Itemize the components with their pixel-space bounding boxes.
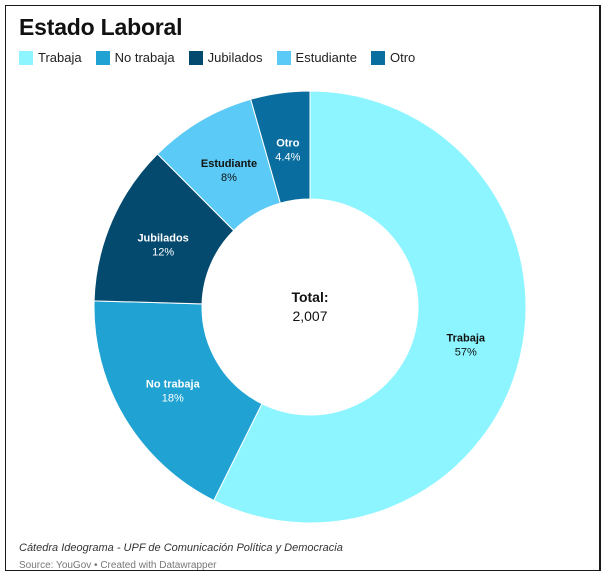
slice-value-label: 57%	[455, 347, 477, 359]
slice-label: No trabaja	[146, 378, 201, 390]
legend-label: Trabaja	[38, 50, 82, 65]
legend-swatch	[370, 50, 385, 65]
legend-swatch	[95, 50, 110, 65]
legend-label: No trabaja	[114, 50, 175, 65]
slice-label: Estudiante	[201, 158, 257, 170]
footer-source: Source: YouGov • Created with Datawrappe…	[19, 560, 217, 571]
legend-swatch	[188, 50, 203, 65]
slice-no-trabaja	[93, 300, 263, 502]
slice-value-label: 12%	[152, 247, 174, 259]
slice-label: Trabaja	[446, 333, 485, 345]
slice-label: Otro	[276, 138, 300, 150]
legend-swatch	[276, 50, 291, 65]
legend-swatch	[19, 50, 33, 65]
legend-label: Otro	[389, 50, 416, 65]
legend-label: Estudiante	[295, 50, 357, 65]
slice-label: Jubilados	[137, 233, 188, 245]
slice-otro	[250, 90, 311, 204]
legend-item-estudiante: Estudiante	[276, 50, 357, 65]
legend-label: Jubilados	[207, 50, 263, 65]
legend-item-otro: Otro	[370, 50, 416, 65]
chart-title: Estado Laboral	[19, 14, 183, 40]
slice-trabaja	[213, 90, 527, 524]
legend-item-no-trabaja: No trabaja	[95, 50, 175, 65]
center-value: 2,007	[292, 308, 327, 324]
chart-legend: Trabaja No trabaja Jubilados Estudiante Otro	[19, 50, 429, 65]
slice-value-label: 4.4%	[275, 152, 300, 164]
slice-value-label: 8%	[221, 172, 237, 184]
legend-item-trabaja: Trabaja	[19, 50, 82, 65]
footer-note: Cátedra Ideograma - UPF de Comunicación …	[19, 542, 343, 554]
legend-item-jubilados: Jubilados	[188, 50, 263, 65]
slice-value-label: 18%	[162, 392, 184, 404]
center-label: Total:	[291, 289, 328, 305]
